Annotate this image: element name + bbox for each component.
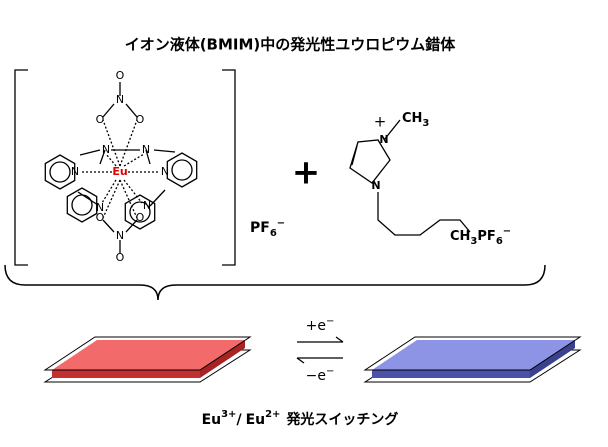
coordination bbox=[82, 119, 158, 219]
plus: + bbox=[292, 153, 321, 193]
bond bbox=[102, 219, 138, 253]
separator: / bbox=[236, 412, 242, 428]
label: +e bbox=[306, 318, 326, 334]
atom: N bbox=[96, 201, 104, 214]
atom: O bbox=[116, 69, 125, 82]
ring bbox=[166, 152, 198, 188]
ring bbox=[66, 187, 98, 223]
methyl: CH3 bbox=[402, 111, 429, 130]
ring-inner bbox=[171, 159, 193, 181]
arrow bbox=[297, 336, 344, 343]
substrate bbox=[43, 336, 252, 371]
atom: O bbox=[136, 113, 145, 126]
atom: N bbox=[379, 133, 388, 146]
bond bbox=[377, 119, 471, 236]
substrate bbox=[363, 336, 582, 371]
atom: N bbox=[116, 229, 124, 242]
metal: Eu bbox=[112, 165, 127, 178]
ring-inner bbox=[129, 201, 151, 223]
ring bbox=[124, 194, 156, 230]
film bbox=[52, 340, 245, 370]
film-edge bbox=[530, 340, 575, 378]
film-edge bbox=[372, 370, 530, 378]
formula: CH bbox=[450, 229, 470, 244]
charge: 2+ bbox=[265, 409, 280, 420]
formula: PF bbox=[477, 229, 495, 244]
ring-inner bbox=[71, 194, 93, 216]
charge: − bbox=[277, 218, 285, 229]
film bbox=[372, 340, 575, 370]
film-edge bbox=[200, 340, 245, 378]
atom: O bbox=[96, 113, 105, 126]
film-edge bbox=[52, 370, 200, 378]
atom: N bbox=[142, 143, 150, 156]
red-plate bbox=[43, 336, 252, 383]
atom: N bbox=[116, 93, 124, 106]
structures bbox=[4, 69, 546, 364]
cation-charge: + bbox=[374, 113, 387, 131]
atom: O bbox=[96, 211, 105, 224]
label: −e bbox=[306, 368, 326, 384]
atom: N bbox=[71, 165, 79, 178]
brace bbox=[4, 264, 546, 301]
formula: CH bbox=[402, 111, 422, 126]
caption: Eu3+/Eu2+ 発光スイッチング bbox=[202, 409, 399, 428]
charge: − bbox=[326, 366, 334, 377]
bond bbox=[77, 149, 176, 207]
tail: CH3PF6− bbox=[450, 226, 511, 247]
charge: 3+ bbox=[221, 409, 236, 420]
ion: Eu bbox=[202, 412, 222, 428]
reduction: +e− bbox=[306, 316, 335, 334]
subscript: 3 bbox=[422, 118, 429, 129]
subscript: 3 bbox=[470, 236, 477, 247]
ring-inner bbox=[49, 161, 71, 183]
bond bbox=[102, 82, 138, 118]
atom: N bbox=[161, 165, 169, 178]
oxidation: −e− bbox=[306, 366, 335, 384]
title: イオン液体(BMIM)中の発光性ユウロピウム錯体 bbox=[125, 36, 457, 54]
atom: N bbox=[143, 199, 151, 212]
bracket bbox=[14, 69, 28, 266]
ring bbox=[44, 154, 76, 190]
label: 発光スイッチング bbox=[285, 411, 398, 428]
formula: PF bbox=[250, 220, 270, 236]
charge: − bbox=[503, 226, 511, 237]
atom: N bbox=[371, 179, 380, 192]
ring bbox=[349, 139, 391, 184]
anion: PF6− bbox=[250, 218, 285, 239]
atom: O bbox=[136, 211, 145, 224]
atom: N bbox=[102, 143, 110, 156]
charge: − bbox=[326, 316, 334, 327]
subscript: 6 bbox=[270, 228, 277, 239]
ion: Eu bbox=[246, 412, 266, 428]
subscript: 6 bbox=[496, 236, 503, 247]
bracket bbox=[222, 69, 236, 266]
atom: O bbox=[116, 251, 125, 264]
blue-plate bbox=[363, 336, 582, 383]
arrow bbox=[296, 357, 343, 364]
